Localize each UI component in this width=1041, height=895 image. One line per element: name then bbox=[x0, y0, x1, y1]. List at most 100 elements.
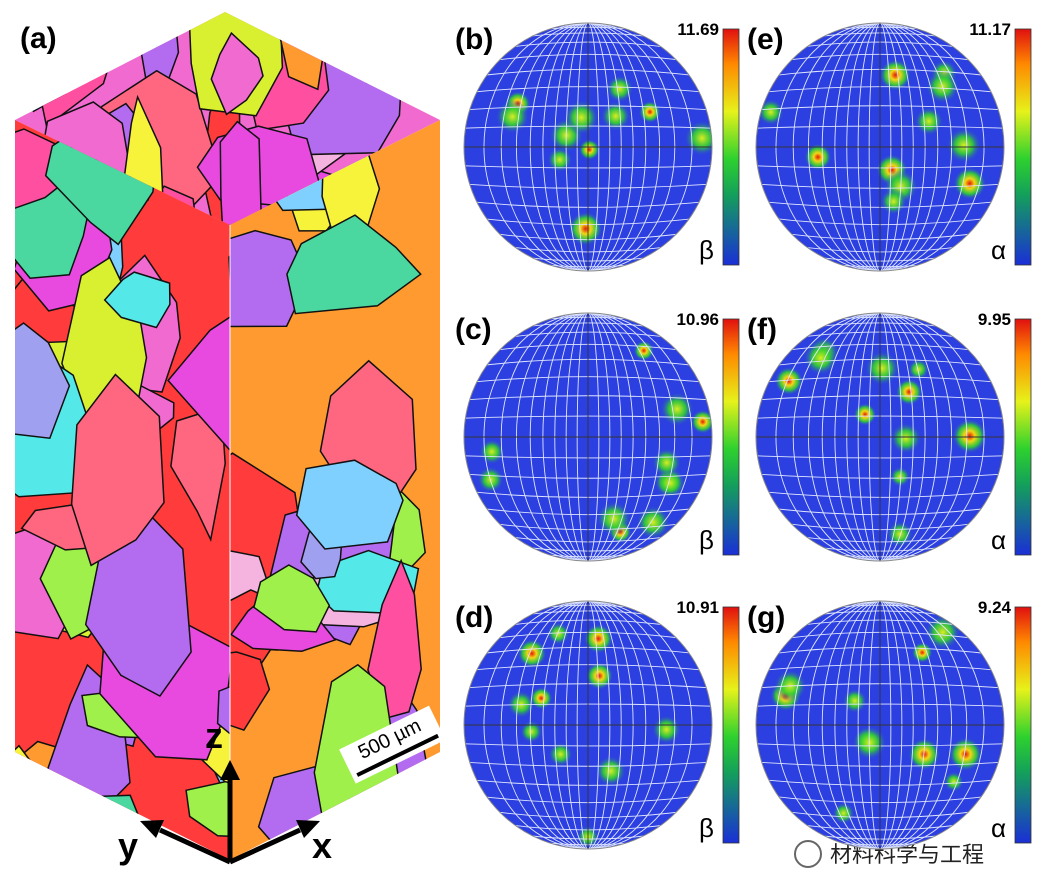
watermark-icon bbox=[794, 840, 822, 868]
hotspot bbox=[948, 737, 983, 772]
hotspot bbox=[517, 638, 547, 669]
sphere-outline bbox=[755, 600, 1005, 850]
panel-label: (c) bbox=[455, 313, 492, 346]
pole-figure: 11.17 (e) α bbox=[747, 20, 1032, 272]
colorbar-max: 10.91 bbox=[676, 598, 719, 617]
colorbar bbox=[1014, 318, 1032, 556]
hotspot bbox=[879, 59, 912, 92]
hotspot bbox=[946, 127, 982, 163]
grain bbox=[8, 766, 75, 895]
hotspot bbox=[889, 466, 911, 487]
panel-label: (e) bbox=[747, 23, 784, 56]
hotspot bbox=[842, 688, 868, 714]
colorbar-max: 10.96 bbox=[676, 310, 719, 329]
hotspot bbox=[880, 188, 907, 215]
pole-figure: 10.96 (c) β bbox=[455, 310, 740, 562]
phase-label: α bbox=[991, 813, 1006, 843]
grain bbox=[230, 651, 271, 732]
hotspots bbox=[495, 75, 712, 246]
hotspot bbox=[914, 106, 944, 136]
grain bbox=[210, 31, 264, 116]
pole-figure: 9.24 (g) α bbox=[747, 598, 1032, 850]
grain bbox=[70, 373, 165, 567]
grain bbox=[354, 784, 454, 862]
hotspot bbox=[495, 99, 530, 134]
sphere-outline bbox=[463, 312, 713, 562]
hotspot bbox=[895, 378, 923, 406]
hotspot bbox=[651, 715, 682, 745]
pole-figure: 9.95 (f) α bbox=[747, 310, 1032, 562]
hotspot bbox=[596, 501, 632, 537]
grain bbox=[185, 780, 230, 839]
hotspot bbox=[952, 418, 988, 454]
phase-label: α bbox=[991, 235, 1006, 265]
hotspot bbox=[690, 409, 712, 434]
hotspot bbox=[804, 143, 832, 171]
axis-label: y bbox=[118, 825, 138, 866]
panel-label: (b) bbox=[455, 23, 493, 56]
pole-figure: 10.91 (d) β bbox=[455, 598, 740, 850]
hotspot bbox=[578, 139, 600, 161]
hotspot bbox=[774, 366, 804, 396]
colorbar-max: 11.69 bbox=[677, 20, 719, 39]
grain bbox=[15, 128, 73, 216]
axes-arrows bbox=[140, 760, 320, 865]
grain bbox=[15, 322, 71, 440]
sphere-outline bbox=[755, 22, 1005, 272]
hotspot bbox=[911, 642, 933, 664]
hotspot bbox=[520, 720, 543, 744]
hotspot bbox=[595, 755, 627, 787]
hotspot bbox=[585, 662, 614, 690]
sphere-outline bbox=[463, 600, 713, 850]
phase-label: β bbox=[699, 235, 714, 265]
axis-label: x bbox=[312, 825, 332, 866]
hotspot bbox=[832, 802, 855, 825]
sphere-outline bbox=[463, 22, 713, 272]
hotspot bbox=[684, 120, 712, 157]
panel-label: (f) bbox=[747, 313, 777, 346]
hotspot bbox=[568, 211, 603, 246]
hotspot bbox=[924, 614, 961, 651]
hotspot bbox=[757, 98, 785, 126]
grain bbox=[367, 11, 469, 99]
grain bbox=[219, 120, 262, 225]
pole-figure: 11.69 (b) β bbox=[455, 20, 740, 272]
grain bbox=[216, 672, 230, 762]
phase-label: α bbox=[991, 525, 1006, 555]
hotspot bbox=[890, 422, 922, 455]
hotspot bbox=[633, 340, 655, 361]
grain-block bbox=[8, 11, 469, 895]
hotspot bbox=[853, 403, 877, 426]
grain bbox=[295, 459, 404, 550]
colorbar-max: 9.95 bbox=[978, 310, 1011, 329]
colorbar bbox=[722, 318, 740, 556]
hotspot bbox=[886, 521, 913, 548]
grain bbox=[367, 558, 422, 720]
hotspot bbox=[600, 101, 631, 132]
colorbar bbox=[1014, 606, 1032, 844]
hotspot bbox=[547, 147, 573, 173]
panel-label: (g) bbox=[747, 601, 785, 634]
hotspot bbox=[583, 623, 614, 654]
hotspot bbox=[529, 686, 553, 710]
grain bbox=[103, 271, 171, 329]
sphere-outline bbox=[755, 312, 1005, 562]
grain bbox=[15, 744, 55, 860]
panel-label: (a) bbox=[20, 22, 57, 55]
axis-label: z bbox=[205, 715, 223, 756]
grain bbox=[230, 229, 310, 328]
grain bbox=[84, 507, 192, 697]
phase-label: β bbox=[699, 525, 714, 555]
hotspot bbox=[943, 771, 964, 792]
colorbar bbox=[722, 606, 740, 844]
colorbar bbox=[722, 28, 740, 266]
phase-label: β bbox=[699, 813, 714, 843]
panel-label: (d) bbox=[455, 601, 493, 634]
colorbar bbox=[1014, 28, 1032, 266]
grain bbox=[286, 214, 422, 315]
hotspot bbox=[479, 439, 505, 465]
hotspot bbox=[864, 350, 900, 386]
grain bbox=[253, 564, 331, 633]
